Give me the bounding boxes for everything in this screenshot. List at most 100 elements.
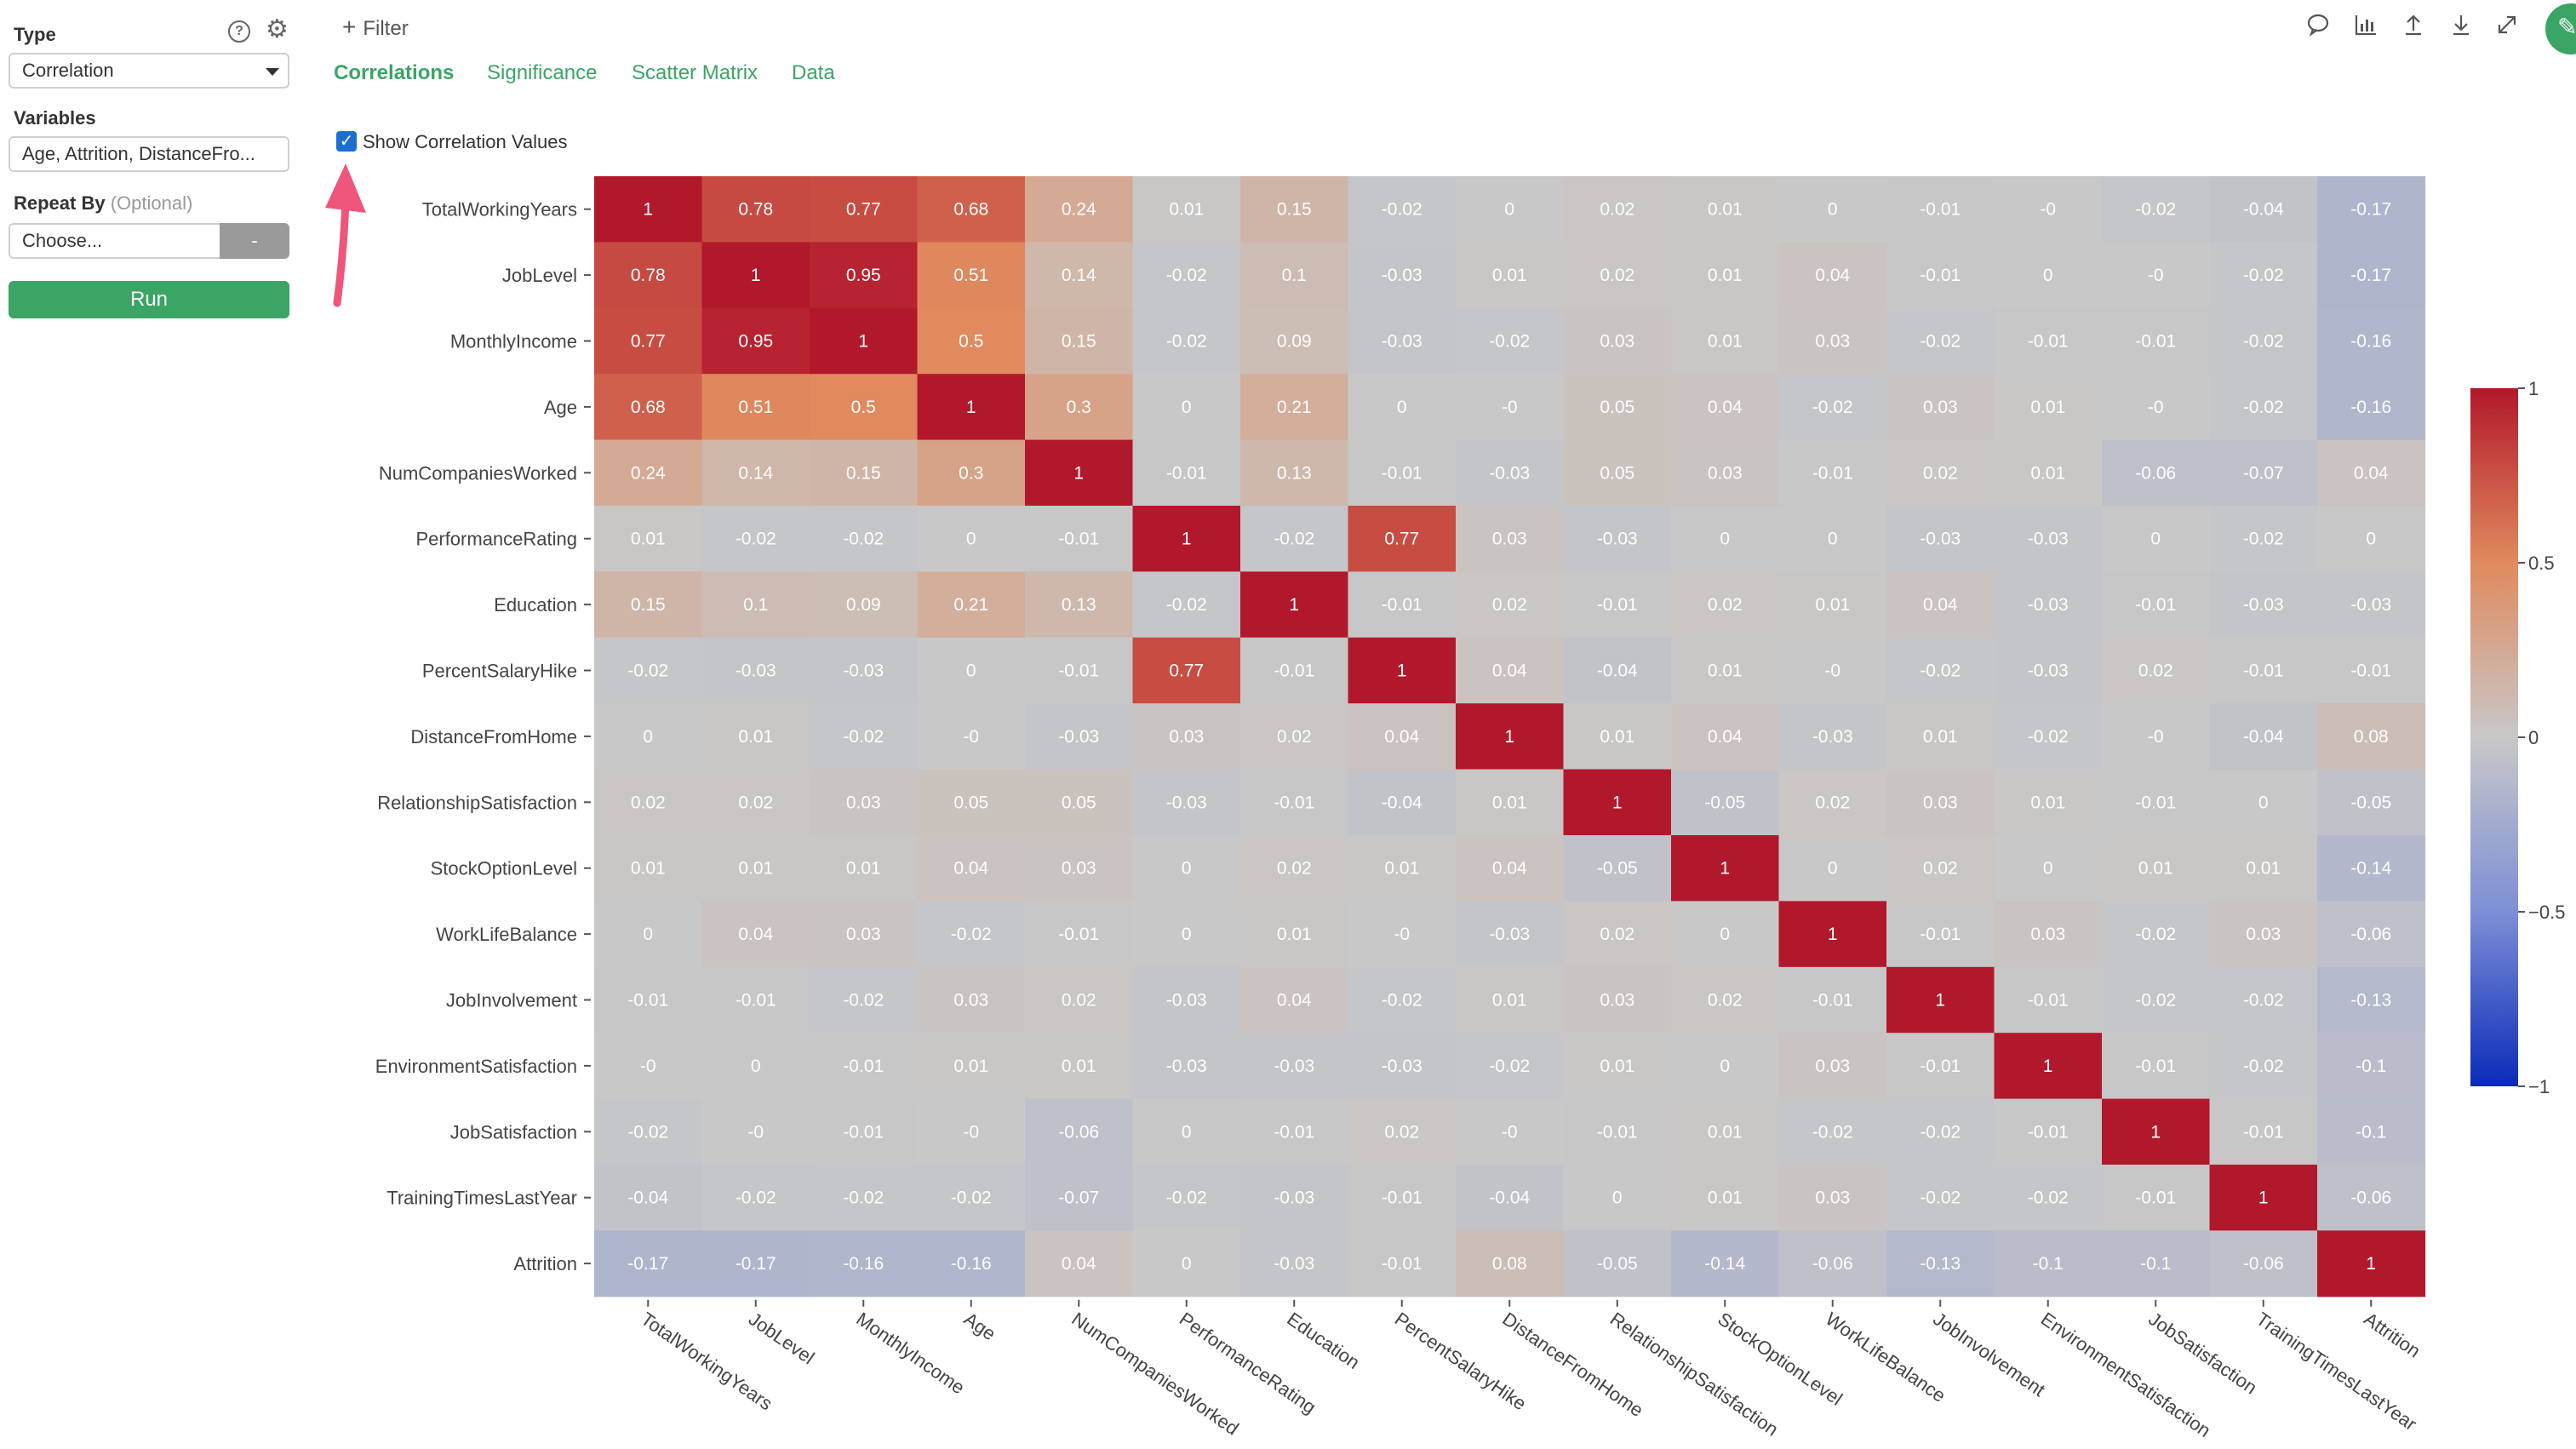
y-tick-label: Education <box>494 594 577 616</box>
heatmap-cell-value: 0 <box>1504 200 1514 220</box>
colorbar-tick: −0.5 <box>2528 902 2565 923</box>
heatmap-cell <box>1240 637 1349 704</box>
x-tick-label: MonthlyIncome <box>852 1308 969 1398</box>
heatmap-cell-value: 0 <box>643 925 653 944</box>
heatmap-cell-value: -0.01 <box>2350 662 2391 681</box>
heatmap-cell-value: -0.16 <box>2350 332 2391 352</box>
heatmap-cell-value: 0.01 <box>1708 662 1743 681</box>
filter-label: Filter <box>363 17 409 40</box>
heatmap-cell <box>1886 242 1995 309</box>
heatmap-cell <box>917 1033 1026 1100</box>
heatmap-cell-value: -0.01 <box>1920 1057 1961 1076</box>
expand-icon[interactable] <box>2494 12 2520 37</box>
heatmap-cell <box>701 1165 810 1231</box>
comment-icon[interactable] <box>2305 12 2331 37</box>
variables-field[interactable]: Age, Attrition, DistanceFro... <box>9 136 289 172</box>
heatmap-cell <box>1132 835 1241 902</box>
heatmap-cell <box>1132 571 1241 639</box>
heatmap-cell-value: -0.02 <box>2243 332 2284 352</box>
heatmap-cell-value: 0.01 <box>846 859 881 879</box>
heatmap-cell <box>1456 1033 1565 1100</box>
heatmap-cell-value: 0.03 <box>1815 1188 1850 1208</box>
heatmap-cell <box>2317 1165 2426 1231</box>
question-circle-icon[interactable]: ? <box>228 20 250 43</box>
heatmap-cell <box>701 1230 810 1297</box>
variables-value: Age, Attrition, DistanceFro... <box>22 143 255 164</box>
heatmap-cell-value: 0.08 <box>2354 727 2389 747</box>
heatmap-cell <box>1456 1098 1565 1166</box>
heatmap-cell-value: 0.01 <box>2138 859 2173 879</box>
heatmap-cell-value: 0.95 <box>738 332 773 352</box>
heatmap-cell <box>1671 571 1780 639</box>
type-select[interactable]: Correlation <box>9 53 289 89</box>
heatmap-cell <box>2209 769 2318 836</box>
heatmap-cell <box>1778 1098 1887 1166</box>
heatmap-cell-value: 0.15 <box>1062 332 1096 352</box>
heatmap-cell-value: -0.02 <box>1920 1122 1961 1142</box>
heatmap-cell <box>1025 176 1134 243</box>
heatmap-cell <box>1348 769 1457 836</box>
show-values-label: Show Correlation Values <box>363 131 568 152</box>
heatmap-cell <box>594 242 703 309</box>
heatmap-cell-value: -0.17 <box>2350 200 2391 220</box>
heatmap-cell <box>1994 307 2103 375</box>
show-values-checkbox[interactable]: ✓ <box>336 131 357 152</box>
heatmap-cell-value: -0.02 <box>1166 266 1207 285</box>
heatmap-cell <box>1132 769 1241 836</box>
heatmap-cell-value: 0.02 <box>1923 859 1958 879</box>
heatmap-cell <box>1671 637 1780 704</box>
heatmap-cell-value: -0.03 <box>1597 530 1638 549</box>
heatmap-cell <box>1240 1098 1349 1166</box>
tab-significance[interactable]: Significance <box>487 61 598 84</box>
gear-icon[interactable]: ⚙ <box>266 15 289 43</box>
heatmap-cell-value: 0 <box>2366 530 2376 549</box>
run-button[interactable]: Run <box>9 281 289 318</box>
heatmap-cell-value: 0.01 <box>1600 727 1634 747</box>
heatmap-cell <box>1886 1098 1995 1166</box>
heatmap-cell-value: 0 <box>1720 925 1730 944</box>
heatmap-cell-value: 0 <box>643 727 653 747</box>
heatmap-cell-value: 0 <box>2258 793 2269 812</box>
heatmap-cell <box>1348 1230 1457 1297</box>
heatmap-cell <box>1671 769 1780 836</box>
heatmap-cell <box>1778 901 1887 968</box>
heatmap-cell <box>810 571 919 639</box>
heatmap-cell-value: 0.01 <box>738 727 773 747</box>
upload-icon[interactable] <box>2401 12 2426 37</box>
tab-correlations[interactable]: Correlations <box>334 61 455 84</box>
heatmap-cell <box>1778 176 1887 243</box>
heatmap-cell-value: 0.01 <box>1492 266 1527 285</box>
heatmap-cell <box>1348 835 1457 902</box>
heatmap-cell <box>1240 703 1349 770</box>
heatmap-cell <box>1563 966 1672 1034</box>
heatmap-cell-value: 0.03 <box>846 925 881 944</box>
download-icon[interactable] <box>2448 12 2474 37</box>
heatmap-cell <box>917 769 1026 836</box>
heatmap-cell <box>2209 242 2318 309</box>
heatmap-cell <box>594 439 703 507</box>
heatmap-cell <box>1025 1230 1134 1297</box>
heatmap-cell <box>2102 703 2211 770</box>
heatmap-cell-value: 0.01 <box>631 530 666 549</box>
heatmap-cell-value: -0 <box>1824 662 1840 681</box>
heatmap-cell-value: -0.01 <box>1382 463 1423 483</box>
heatmap-cell <box>810 176 919 243</box>
heatmap-cell <box>1563 637 1672 704</box>
tab-scatter-matrix[interactable]: Scatter Matrix <box>632 61 758 84</box>
tab-data[interactable]: Data <box>792 61 835 84</box>
repeat-by-clear-button[interactable]: - <box>220 223 289 259</box>
heatmap-cell-value: 0.77 <box>631 332 666 352</box>
heatmap-cell <box>1886 966 1995 1034</box>
heatmap-cell-value: -0.01 <box>2028 332 2069 352</box>
heatmap-cell <box>1563 439 1672 507</box>
heatmap-cell-value: 0.01 <box>1277 925 1312 944</box>
heatmap-cell <box>1994 966 2103 1034</box>
heatmap-cell-value: -0.06 <box>1812 1254 1853 1274</box>
heatmap-cell <box>1994 374 2103 441</box>
chart-icon[interactable] <box>2353 12 2379 37</box>
heatmap-cell-value: -0.01 <box>2028 991 2069 1011</box>
repeat-by-select[interactable]: Choose... <box>9 223 221 259</box>
heatmap-cell-value: -0.03 <box>736 662 776 681</box>
heatmap-cell-value: 0.21 <box>1277 398 1312 417</box>
filter-button[interactable]: + Filter <box>342 14 409 41</box>
